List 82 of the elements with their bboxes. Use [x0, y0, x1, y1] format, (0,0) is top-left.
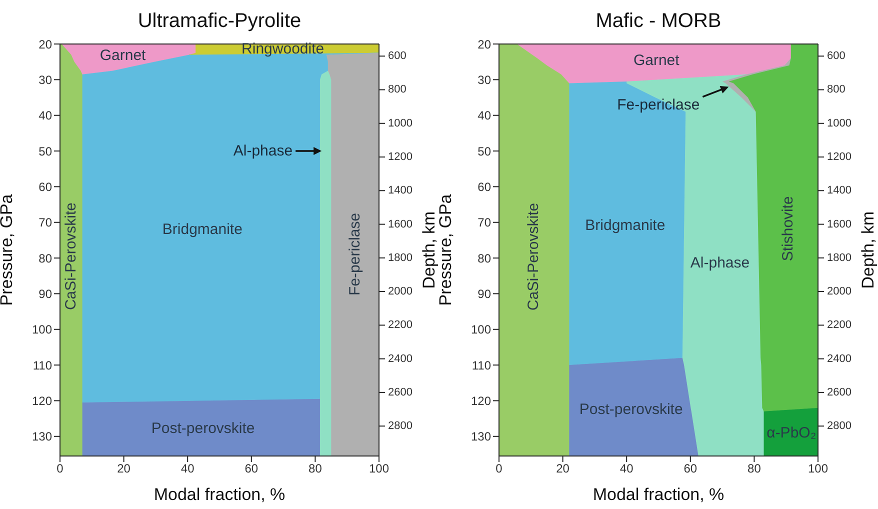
y2-tick-label: 1600	[827, 218, 852, 230]
y2-tick-label: 600	[388, 50, 406, 62]
y-tick-label: 120	[470, 394, 492, 408]
y-tick-label: 60	[38, 180, 52, 194]
series-label: Stishovite	[779, 196, 796, 262]
chart-title: Mafic - MORB	[594, 10, 722, 33]
y-tick-label: 30	[38, 72, 52, 87]
y2-tick-label: 1800	[388, 252, 412, 264]
chart-title: Ultramafic-Pyrolite	[136, 10, 302, 33]
y2-axis-title: Depth, km	[858, 211, 878, 289]
y2-tick-label: 1200	[827, 151, 852, 164]
series-label: Bridgmanite	[162, 220, 242, 238]
y2-tick-label: 800	[827, 84, 846, 96]
y-tick-label: 40	[478, 108, 492, 123]
y-tick-label: 20	[38, 37, 52, 52]
x-tick-label: 60	[244, 462, 258, 476]
y-tick-label: 130	[32, 430, 52, 444]
y2-tick-label: 2400	[388, 352, 412, 365]
series-label: CaSi-Perovskite	[62, 202, 80, 310]
y2-tick-label: 1600	[388, 218, 412, 230]
y-tick-label: 40	[38, 108, 52, 123]
y-tick-label: 120	[32, 394, 52, 408]
x-tick-label: 100	[368, 462, 390, 476]
series-label: Al-phase	[690, 254, 750, 272]
series-label: Bridgmanite	[585, 216, 666, 234]
x-tick-label: 20	[556, 462, 570, 476]
x-tick-label: 60	[684, 462, 698, 476]
x-tick-label: 80	[748, 462, 762, 476]
y2-tick-label: 2000	[827, 286, 852, 298]
y2-tick-label: 1800	[827, 252, 852, 264]
y2-tick-label: 1400	[827, 184, 852, 197]
x-tick-label: 80	[308, 462, 322, 476]
y-tick-label: 70	[38, 216, 52, 230]
y-tick-label: 110	[472, 358, 492, 372]
x-tick-label: 20	[117, 462, 131, 476]
y2-tick-label: 1000	[827, 117, 852, 130]
y2-tick-label: 2600	[827, 386, 852, 398]
y-tick-label: 50	[478, 144, 492, 158]
y2-tick-label: 2400	[827, 352, 852, 365]
y2-tick-label: 2200	[388, 319, 412, 332]
y-tick-label: 110	[32, 358, 52, 372]
y2-tick-label: 2600	[388, 386, 412, 398]
y-tick-label: 130	[470, 430, 492, 444]
x-tick-label: 0	[56, 462, 64, 476]
y2-tick-label: 1200	[388, 151, 412, 164]
y-tick-label: 90	[38, 286, 52, 301]
y-tick-label: 30	[478, 72, 492, 87]
y-tick-label: 80	[38, 251, 52, 266]
y-tick-label: 50	[38, 144, 52, 158]
y-tick-label: 90	[478, 286, 492, 301]
y2-tick-label: 1400	[388, 184, 412, 197]
series-label: Fe-periclase	[346, 212, 364, 296]
x-tick-label: 40	[180, 462, 195, 476]
series-label: Post-perovskite	[579, 400, 683, 418]
y2-tick-label: 2000	[388, 286, 412, 298]
series-label: CaSi-Perovskite	[524, 202, 542, 310]
y2-axis-title: Depth, km	[420, 211, 438, 289]
y2-tick-label: 800	[388, 84, 406, 96]
series-label: Ringwoodite	[242, 40, 324, 58]
series-label: Post-perovskite	[151, 420, 255, 437]
y-tick-label: 60	[478, 180, 492, 194]
y2-tick-label: 600	[827, 50, 846, 62]
x-tick-label: 100	[808, 462, 828, 476]
annotation: Fe-periclase	[617, 96, 700, 114]
y-tick-label: 80	[478, 251, 492, 266]
y-tick-label: 20	[478, 37, 492, 52]
x-tick-label: 40	[620, 462, 634, 476]
series-label: α-PbO₂	[766, 424, 816, 442]
x-axis-title: Modal fraction, %	[592, 485, 724, 504]
y2-tick-label: 2800	[827, 420, 852, 432]
y-tick-label: 100	[32, 322, 52, 337]
annotation: Al-phase	[233, 142, 293, 160]
series-label: Garnet	[100, 46, 147, 64]
x-tick-label: 0	[496, 462, 503, 476]
y2-tick-label: 2200	[827, 319, 852, 332]
y-axis-title: Pressure, GPa	[0, 194, 16, 306]
y-tick-label: 70	[478, 216, 492, 230]
y2-tick-label: 1000	[388, 117, 412, 130]
y2-tick-label: 2800	[388, 420, 412, 432]
y-tick-label: 100	[470, 322, 492, 337]
series-label: Garnet	[633, 52, 680, 70]
x-axis-title: Modal fraction, %	[154, 485, 286, 504]
